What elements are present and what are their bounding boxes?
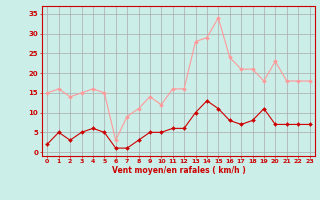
X-axis label: Vent moyen/en rafales ( km/h ): Vent moyen/en rafales ( km/h ) (112, 166, 245, 175)
